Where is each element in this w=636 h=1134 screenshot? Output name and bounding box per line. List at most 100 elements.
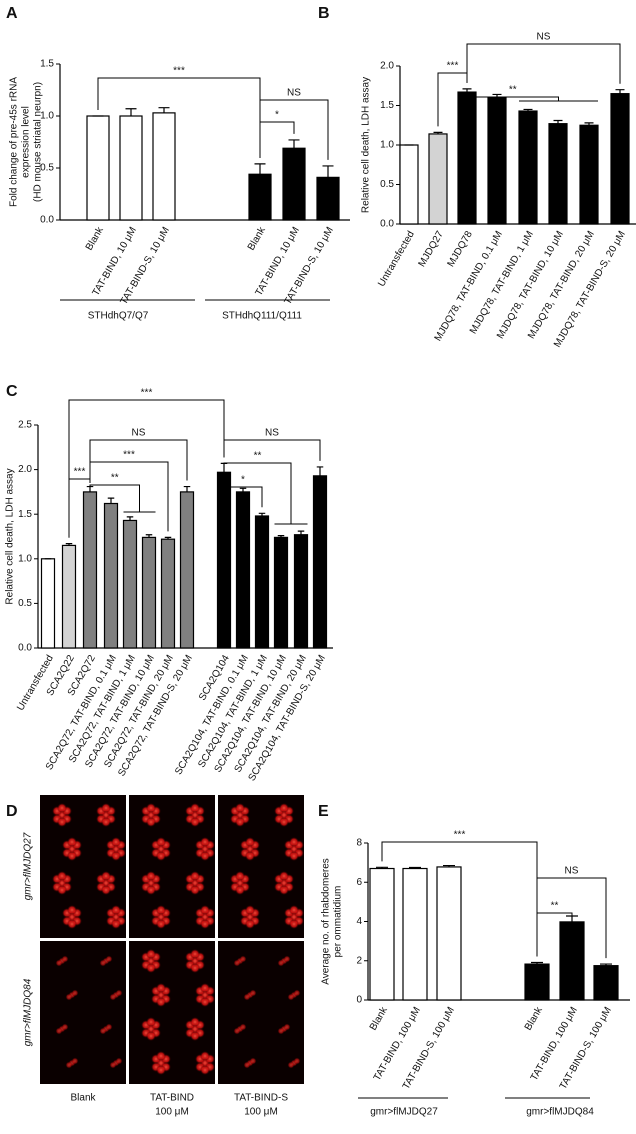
ommatidium-spot: [190, 1031, 200, 1041]
significance-bracket: [259, 121, 295, 158]
bar: [40, 558, 56, 649]
significance-label: NS: [287, 88, 301, 99]
y-axis-label: per ommatidium: [333, 886, 344, 958]
error-bar: [409, 866, 421, 869]
ommatidium-spot: [200, 837, 210, 847]
ommatidium-spot: [200, 997, 210, 1007]
image-cell: [40, 941, 126, 1084]
error-bar: [254, 163, 266, 175]
ommatidium-spot: [277, 959, 285, 967]
error-bar: [433, 131, 443, 134]
y-axis-label: Relative cell death, LDH assay: [361, 77, 372, 213]
ommatidium-spot: [287, 1061, 295, 1069]
y-tick-label: 1.5: [40, 59, 54, 70]
bar: [312, 475, 328, 649]
x-tick-label: Untransfected: [376, 229, 417, 288]
column-label: Blank: [70, 1093, 96, 1104]
ommatidium-spot: [277, 1027, 285, 1035]
ommatidium-spot: [243, 1061, 251, 1069]
ommatidium-spot: [190, 963, 200, 973]
y-axis-label: expression level: [21, 106, 32, 178]
significance-bracket: [223, 462, 308, 525]
bar: [428, 133, 448, 225]
ommatidium-spot: [146, 803, 156, 813]
error-bar: [107, 497, 115, 504]
ommatidium-spot: [283, 1023, 291, 1031]
significance-label: **: [254, 451, 262, 462]
error-bar: [145, 534, 153, 538]
ommatidium-spot: [61, 1023, 69, 1031]
ommatidium-spot: [67, 837, 77, 847]
ommatidium-spot: [200, 1051, 210, 1061]
error-bar: [553, 119, 563, 124]
bar: [235, 491, 251, 649]
significance-label: ***: [447, 61, 459, 72]
ommatidium-spot: [55, 959, 63, 967]
error-bar: [584, 122, 594, 126]
bar: [160, 538, 176, 649]
significance-bracket: [466, 43, 621, 84]
bar: [282, 147, 306, 221]
y-tick-label: 0.0: [40, 215, 54, 226]
ommatidium-spot: [67, 851, 77, 861]
significance-bracket: [89, 484, 156, 513]
x-tick-label: Blank: [246, 224, 269, 252]
error-bar: [443, 864, 455, 867]
ommatidium-spot: [289, 905, 299, 915]
bar: [579, 124, 599, 225]
y-tick-label: 1.0: [40, 111, 54, 122]
ommatidium-spot: [200, 1065, 210, 1075]
error-bar: [316, 466, 324, 476]
ommatidium-spot: [283, 955, 291, 963]
y-tick-label: 2.5: [18, 420, 32, 431]
ommatidium-spot: [99, 1027, 107, 1035]
bar: [436, 866, 462, 1001]
ommatidium-spot: [239, 955, 247, 963]
ommatidium-spot: [156, 837, 166, 847]
ommatidium-spot: [235, 803, 245, 813]
ommatidium-spot: [245, 905, 255, 915]
ommatidium-spot: [57, 885, 67, 895]
bar: [122, 519, 138, 649]
bar: [254, 515, 270, 649]
error-bar: [523, 108, 533, 112]
column-label: 100 μM: [155, 1107, 189, 1118]
ommatidium-spot: [57, 871, 67, 881]
error-bar: [600, 963, 612, 966]
ommatidium-spot: [235, 885, 245, 895]
significance-bracket: [223, 439, 321, 461]
ommatidium-spot: [146, 1017, 156, 1027]
significance-label: **: [509, 85, 517, 96]
ommatidium-spot: [190, 885, 200, 895]
ommatidium-spot: [190, 803, 200, 813]
bar: [518, 110, 538, 225]
y-tick-label: 1.5: [18, 509, 32, 520]
ommatidium-spot: [289, 837, 299, 847]
ommatidium-spot: [233, 959, 241, 967]
ommatidium-spot: [190, 871, 200, 881]
ommatidium-spot: [279, 803, 289, 813]
error-bar: [158, 107, 170, 113]
bar: [402, 867, 428, 1001]
x-tick-label: MJDQ27: [417, 229, 446, 269]
significance-label: ***: [74, 467, 86, 478]
ommatidium-spot: [156, 851, 166, 861]
y-tick-label: 1.0: [380, 140, 394, 151]
significance-bracket: [68, 478, 91, 538]
ommatidium-spot: [235, 871, 245, 881]
bar: [248, 173, 272, 221]
significance-bracket: [89, 461, 169, 532]
ommatidium-spot: [67, 919, 77, 929]
ommatidium-spot: [57, 803, 67, 813]
y-tick-label: 0.5: [18, 598, 32, 609]
row-label: gmr>flMJDQ84: [23, 978, 34, 1046]
ommatidium-spot: [65, 1061, 73, 1069]
group-label: STHdhQ111/Q111: [222, 311, 302, 322]
bar: [293, 534, 309, 649]
ommatidium-spot: [200, 919, 210, 929]
x-tick-label: Blank: [523, 1004, 546, 1032]
column-label: TAT-BIND: [150, 1093, 194, 1104]
error-bar: [183, 485, 191, 492]
significance-label: *: [275, 110, 279, 121]
